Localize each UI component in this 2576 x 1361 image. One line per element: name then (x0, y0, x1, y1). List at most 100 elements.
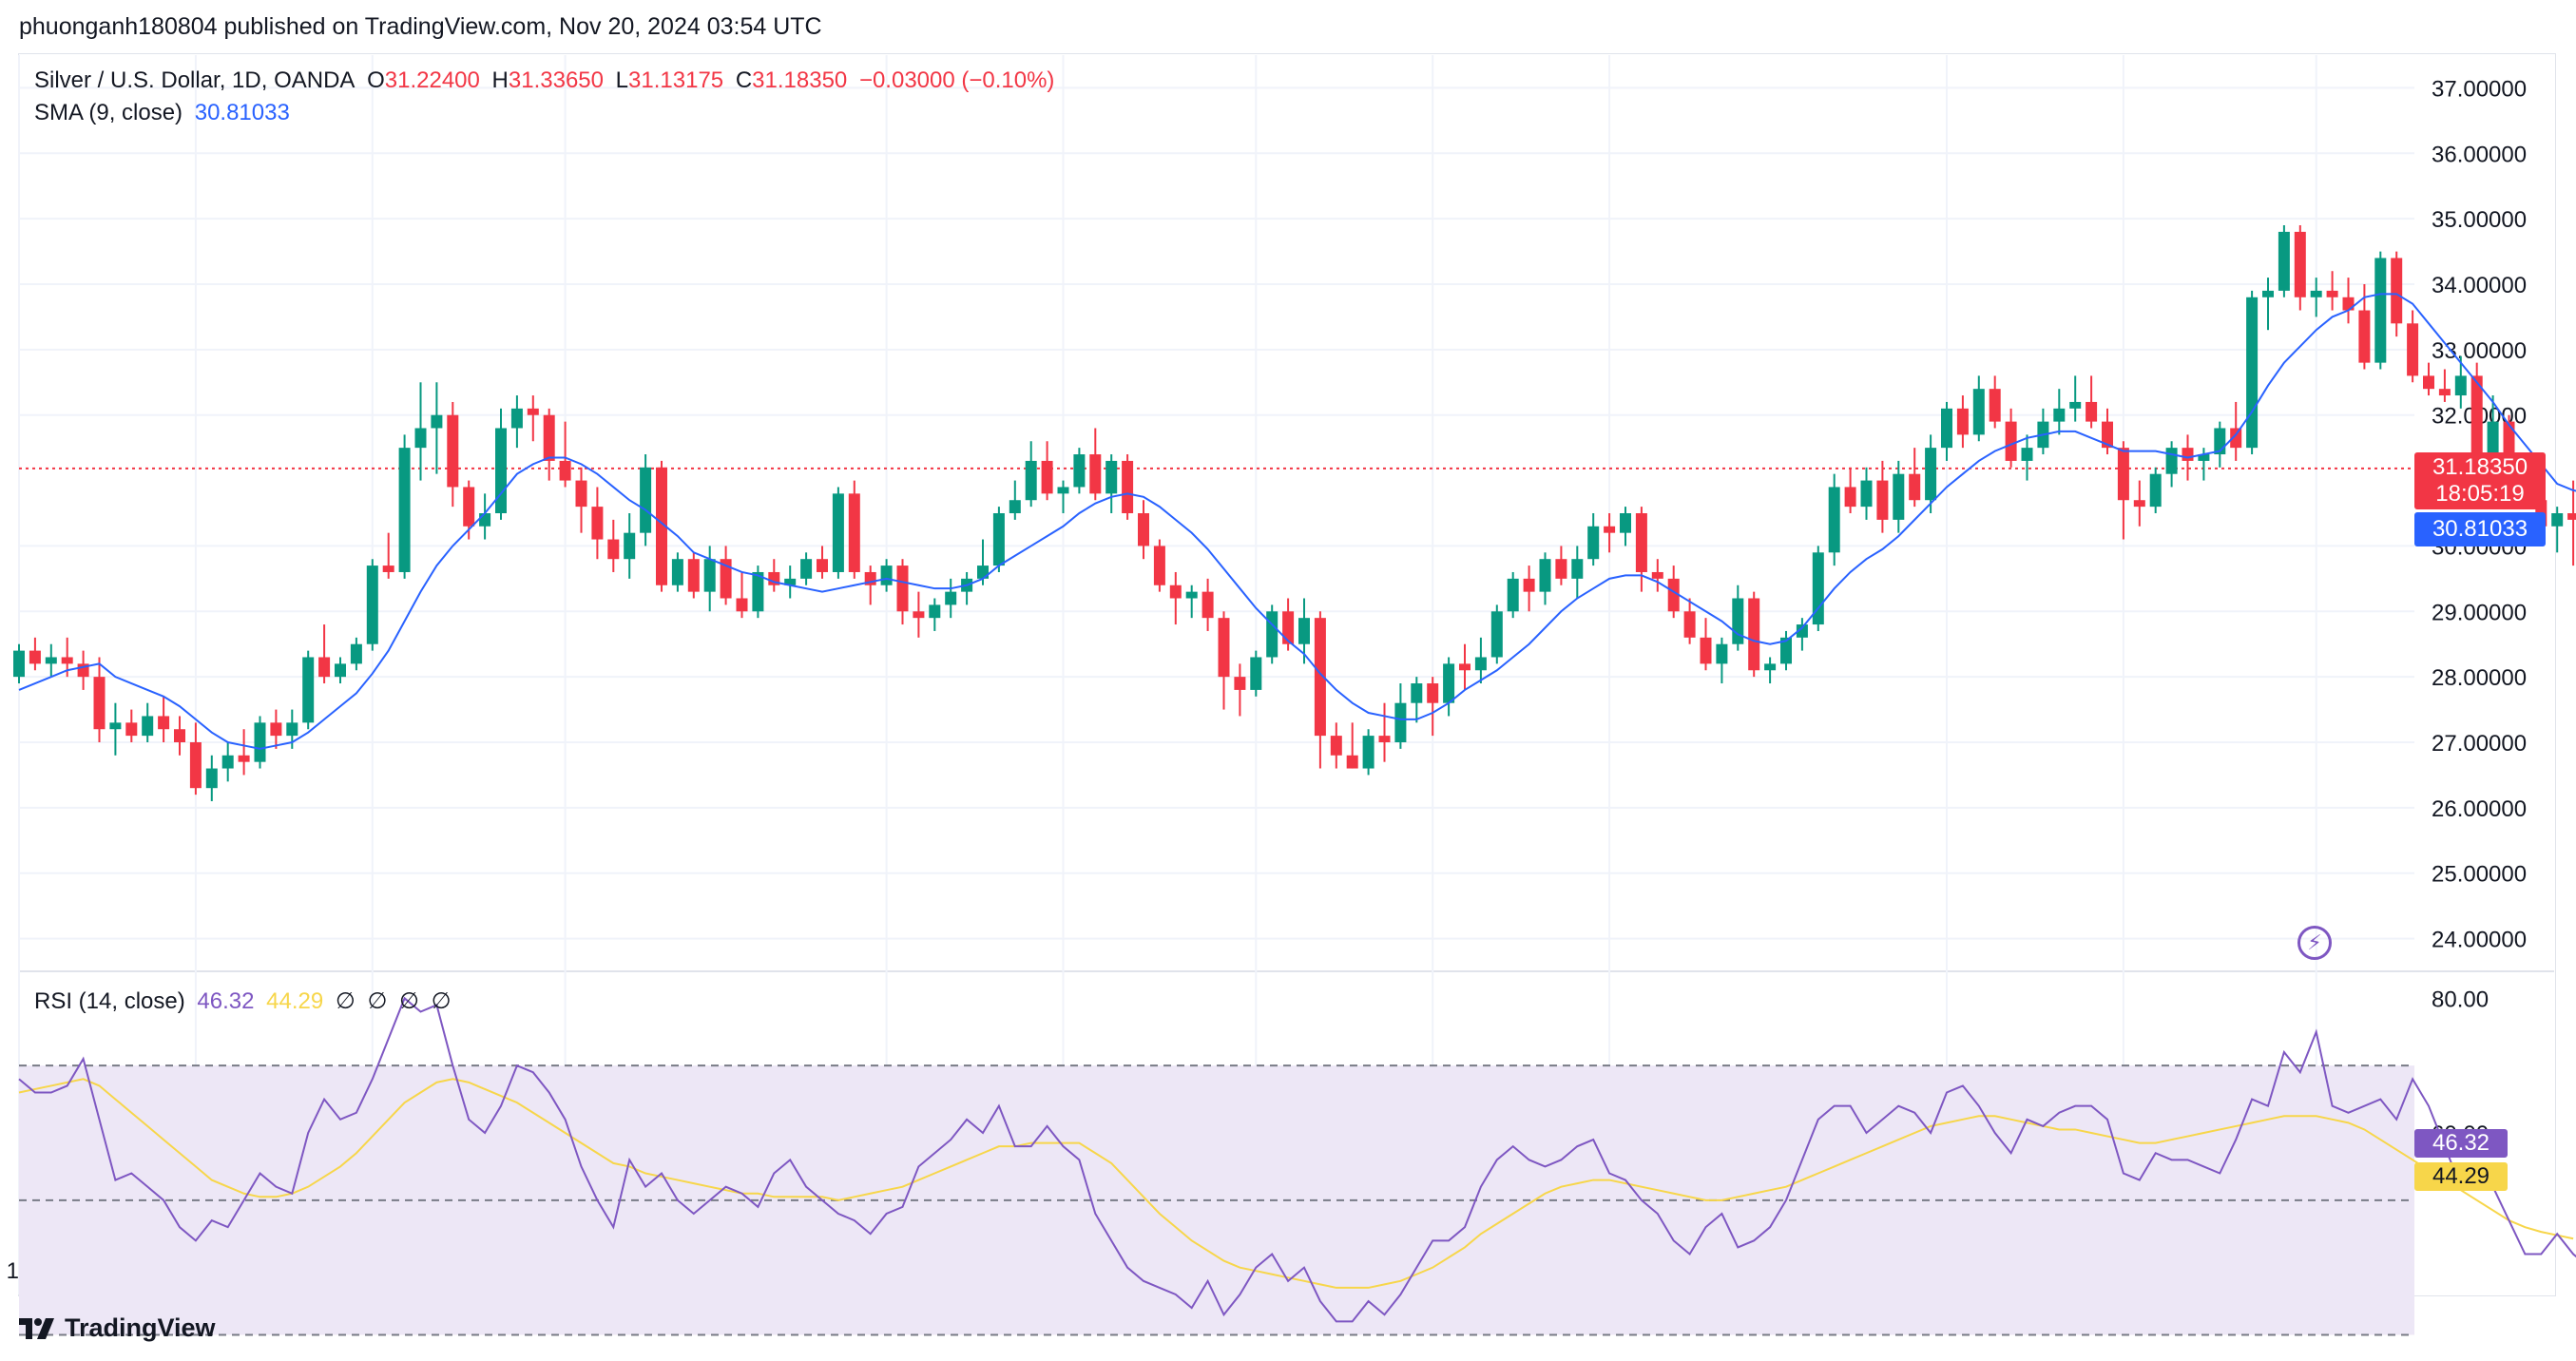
last-price-value: 31.18350 (2432, 454, 2528, 480)
candle-body (1571, 559, 1584, 579)
candle-body (205, 768, 218, 789)
candle (2053, 389, 2066, 435)
candle (1105, 454, 1118, 513)
candle-body (29, 650, 41, 664)
empty-mark: ∅ (399, 988, 419, 1014)
candle-body (784, 578, 797, 585)
candle (174, 716, 185, 756)
candle-body (1346, 755, 1358, 769)
price-tick-label: 27.00000 (2432, 731, 2527, 757)
candle-body (1234, 677, 1246, 690)
candle (1282, 598, 1295, 651)
candle-body (1604, 526, 1616, 533)
candle-body (575, 480, 587, 508)
candle-body (1909, 473, 1921, 501)
lightning-icon[interactable]: ⚡ (2297, 926, 2332, 960)
candle-body (977, 565, 989, 579)
candle (1218, 611, 1230, 710)
candle-body (2262, 290, 2274, 297)
tradingview-logo-icon (19, 1317, 54, 1339)
candle-body (1185, 591, 1198, 599)
candle (2407, 310, 2419, 383)
candle (189, 722, 202, 796)
candle-body (1796, 624, 1808, 638)
candle-body (1314, 618, 1326, 737)
candle-body (2086, 401, 2098, 422)
symbol-label[interactable]: Silver / U.S. Dollar, 1D, OANDA (34, 67, 356, 93)
open-label: O (367, 67, 385, 93)
candle-body (929, 604, 941, 619)
candle-body (1378, 736, 1391, 742)
candle (2551, 507, 2564, 553)
candle-body (1009, 500, 1021, 513)
candle-body (992, 513, 1005, 566)
candle (624, 513, 636, 579)
low-label: L (615, 67, 629, 93)
candle (720, 546, 732, 605)
candle-body (945, 591, 957, 605)
candle (398, 434, 411, 579)
rsi-line (18, 996, 2576, 1323)
candle-body (2005, 421, 2017, 461)
candle-body (720, 559, 732, 599)
rsi-legend[interactable]: RSI (14, close) 46.32 44.29 ∅ ∅ ∅ ∅ (34, 987, 457, 1015)
candle-body (2470, 375, 2483, 468)
candle (2149, 467, 2162, 513)
candle (1812, 546, 1824, 631)
candle-body (431, 414, 443, 429)
sma-legend[interactable]: SMA (9, close) 30.81033 (34, 100, 296, 126)
candle (302, 650, 315, 730)
candle-body (1844, 487, 1856, 508)
candle (2214, 421, 2226, 468)
candle (591, 487, 604, 560)
empty-mark: ∅ (367, 988, 388, 1014)
candle-body (2165, 448, 2178, 474)
candle-body (2021, 448, 2033, 461)
price-tick-label: 36.00000 (2432, 142, 2527, 167)
candle (142, 702, 154, 742)
candle (254, 716, 266, 769)
candle (1362, 729, 1375, 776)
candle (13, 643, 25, 684)
candle-body (1716, 643, 1728, 664)
candle (1057, 480, 1069, 513)
footer-brand[interactable]: TradingView (19, 1313, 216, 1343)
candle-body (125, 722, 138, 737)
candle (1893, 460, 1905, 533)
candle (414, 382, 427, 481)
candle (640, 454, 652, 546)
candle (1122, 454, 1134, 520)
candle (2117, 441, 2129, 540)
candle (1539, 552, 1551, 605)
candle (896, 559, 909, 625)
candle-body (2438, 389, 2451, 396)
candle (1041, 441, 1053, 501)
candle-body (1330, 736, 1342, 756)
candle (1185, 585, 1198, 619)
candle (607, 519, 620, 572)
candle-body (1041, 460, 1053, 494)
low-value: 31.13175 (628, 67, 724, 93)
candle-body (2454, 375, 2467, 396)
candle-body (2102, 421, 2113, 449)
candle-body (848, 493, 860, 572)
candle-body (1153, 546, 1165, 585)
candle-body (2358, 310, 2371, 363)
candle (527, 395, 539, 442)
candle (382, 532, 394, 579)
candle (1651, 559, 1663, 592)
candle (1844, 467, 1856, 513)
candle-body (1138, 513, 1149, 546)
candle (2165, 441, 2178, 488)
candle (656, 460, 667, 592)
candle (1876, 460, 1889, 533)
candle (1378, 702, 1391, 762)
candle (784, 565, 797, 599)
candle-body (1700, 637, 1712, 664)
candle-body (2391, 258, 2403, 324)
candle (2133, 480, 2145, 527)
candle-body (1925, 448, 1937, 501)
candle (1748, 591, 1760, 678)
candle-body (2069, 401, 2082, 409)
